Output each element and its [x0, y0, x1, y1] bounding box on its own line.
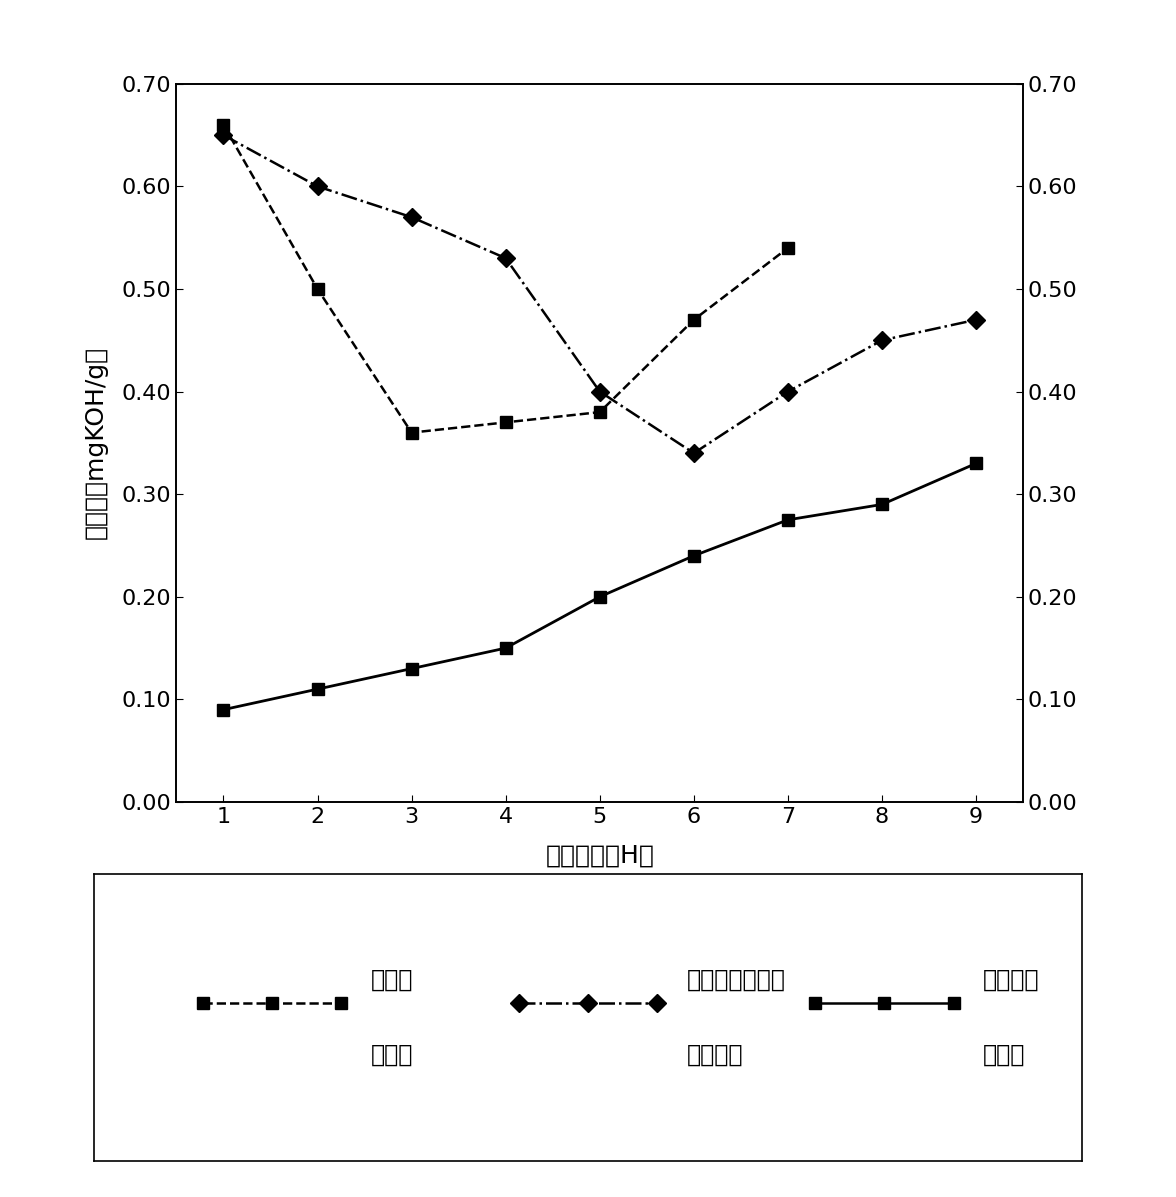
Text: 亜鉘系: 亜鉘系: [370, 968, 413, 992]
Text: 系作動油: 系作動油: [687, 1043, 743, 1067]
Y-axis label: 全酸価（mgKOH/g）: 全酸価（mgKOH/g）: [83, 346, 108, 540]
Text: 非亜鉘系: 非亜鉘系: [983, 968, 1040, 992]
Text: 作動油: 作動油: [983, 1043, 1025, 1067]
Text: 作動油: 作動油: [370, 1043, 413, 1067]
Text: 分散剥添加亜鉘: 分散剥添加亜鉘: [687, 968, 786, 992]
X-axis label: 使用時間（H）: 使用時間（H）: [546, 844, 654, 868]
